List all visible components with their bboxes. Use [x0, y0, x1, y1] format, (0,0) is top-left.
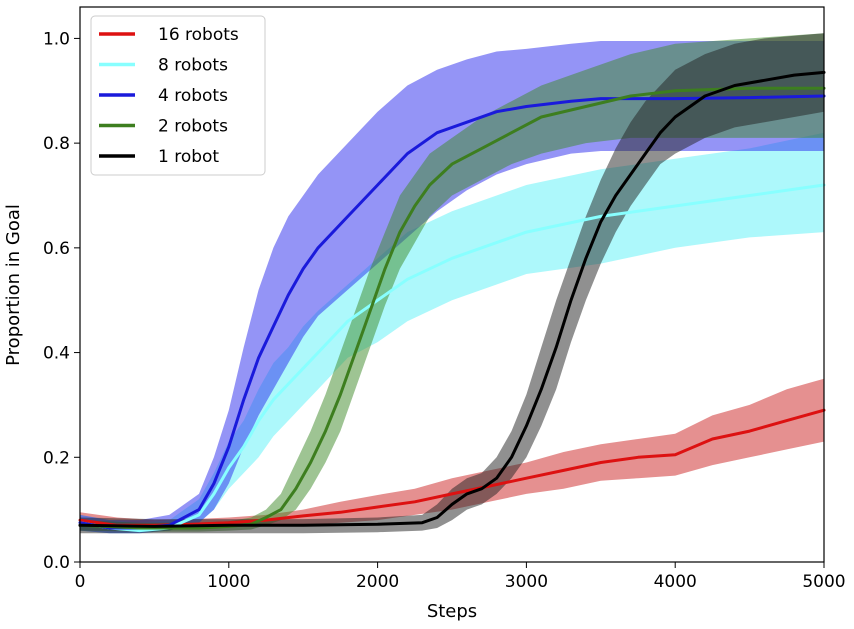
line-8-robots: [78, 183, 826, 533]
legend-box: [90, 15, 266, 176]
x-axis-label: Steps: [427, 601, 477, 622]
legend-label-2-robots: 2 robots: [158, 117, 228, 137]
band-1-robot: [80, 33, 824, 534]
y-tick-label: 0.4: [43, 344, 70, 364]
legend-label-8-robots: 8 robots: [158, 56, 228, 76]
y-axis-label: Proportion in Goal: [3, 204, 24, 366]
legend-entries: 16 robots 8 robots 4 robots 2 robots 1 robot: [99, 25, 239, 167]
line-1-robot: [78, 70, 826, 528]
line-2-robots: [78, 86, 826, 530]
line-16-robots: [78, 408, 826, 527]
x-tick-label: 0: [75, 572, 86, 592]
x-tick-label: 2000: [356, 572, 399, 592]
y-axis-ticks: 0.0 0.2 0.4 0.6 0.8 1.0: [43, 29, 80, 573]
legend: 16 robots 8 robots 4 robots 2 robots 1 robot: [90, 15, 266, 176]
series-lines: [78, 70, 826, 533]
x-tick-label: 5000: [802, 572, 845, 592]
y-tick-label: 0.2: [43, 448, 70, 468]
line-4-robots: [78, 94, 826, 530]
y-tick-label: 0.0: [43, 553, 70, 573]
legend-label-4-robots: 4 robots: [158, 86, 228, 106]
x-tick-label: 1000: [207, 572, 250, 592]
plot-frame: [79, 6, 825, 563]
x-axis-ticks: 0 1000 2000 3000 4000 5000: [75, 562, 846, 592]
y-tick-label: 0.6: [43, 239, 70, 259]
x-tick-label: 3000: [505, 572, 548, 592]
legend-label-16-robots: 16 robots: [158, 25, 239, 45]
y-tick-label: 0.8: [43, 134, 70, 154]
legend-label-1-robot: 1 robot: [158, 147, 219, 167]
x-tick-label: 4000: [654, 572, 697, 592]
band-8-robots: [80, 132, 824, 534]
y-tick-label: 1.0: [43, 29, 70, 49]
